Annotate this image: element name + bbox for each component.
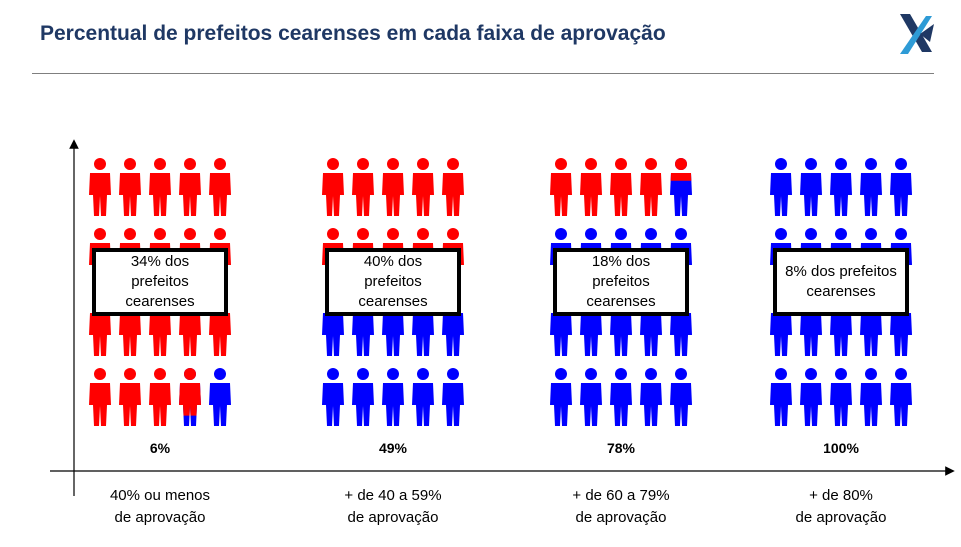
share-label-box: 8% dos prefeitos cearenses xyxy=(773,248,909,316)
person-icon-g1-r0-c1 xyxy=(352,158,374,216)
person-icon-g3-r0-c4 xyxy=(890,158,912,216)
person-icon-g1-r3-c4 xyxy=(442,368,464,426)
approval-range-line2: de aprovação xyxy=(114,509,206,526)
person-icon-g3-r0-c0 xyxy=(770,158,792,216)
person-icon-g2-r0-c3 xyxy=(640,158,662,216)
approval-range-line1: + de 80% xyxy=(809,487,873,504)
person-icon-g2-r0-c1 xyxy=(580,158,602,216)
approval-range-line2: de aprovação xyxy=(347,509,439,526)
approval-range-line2: de aprovação xyxy=(575,509,667,526)
person-icon-g0-r0-c3 xyxy=(179,158,201,216)
person-icon-g0-r3-c4 xyxy=(209,368,231,426)
approval-range-line1: 40% ou menos xyxy=(109,487,211,504)
approval-range-label: + de 60 a 79% de aprovação xyxy=(531,485,711,529)
approval-range-label: + de 80% de aprovação xyxy=(751,485,931,529)
person-icon-g3-r0-c3 xyxy=(860,158,882,216)
person-icon-g2-r3-c0 xyxy=(550,368,572,426)
person-icon-g0-r3-c2 xyxy=(149,368,171,426)
person-icon-g3-r3-c2 xyxy=(830,368,852,426)
person-icon-g0-r0-c0 xyxy=(89,158,111,216)
approval-range-line2: de aprovação xyxy=(795,509,887,526)
person-icon-g0-r3-c3 xyxy=(179,368,201,426)
approval-range-label: 40% ou menos de aprovação xyxy=(70,485,250,529)
approval-percent-label: 49% xyxy=(378,440,408,456)
person-icon-g1-r3-c1 xyxy=(352,368,374,426)
person-icon-g2-r3-c2 xyxy=(610,368,632,426)
person-icon-g3-r3-c4 xyxy=(890,368,912,426)
person-icon-g0-r0-c1 xyxy=(119,158,141,216)
approval-range-line1: + de 60 a 79% xyxy=(572,487,670,504)
person-icon-g1-r3-c2 xyxy=(382,368,404,426)
title-divider xyxy=(32,73,934,74)
person-icon-g2-r3-c3 xyxy=(640,368,662,426)
person-icon-g3-r3-c0 xyxy=(770,368,792,426)
page-title: Percentual de prefeitos cearenses em cad… xyxy=(40,22,666,45)
person-icon-g3-r3-c3 xyxy=(860,368,882,426)
person-icon-g3-r0-c1 xyxy=(800,158,822,216)
person-icon-g0-r3-c1 xyxy=(119,368,141,426)
share-label-box: 40% dos prefeitos cearenses xyxy=(325,248,461,316)
approval-percent-label: 100% xyxy=(823,440,859,456)
person-icon-g0-r0-c2 xyxy=(149,158,171,216)
x-arrow-logo-icon xyxy=(900,14,934,54)
person-icon-g2-r0-c2 xyxy=(610,158,632,216)
person-icon-g1-r0-c4 xyxy=(442,158,464,216)
person-icon-g3-r0-c2 xyxy=(830,158,852,216)
person-icon-g0-r3-c0 xyxy=(89,368,111,426)
share-label-box: 34% dos prefeitos cearenses xyxy=(92,248,228,316)
share-label-box: 18% dos prefeitos cearenses xyxy=(553,248,689,316)
person-icon-g1-r3-c3 xyxy=(412,368,434,426)
approval-range-line1: + de 40 a 59% xyxy=(344,487,442,504)
approval-percent-label: 78% xyxy=(606,440,636,456)
person-icon-g2-r3-c1 xyxy=(580,368,602,426)
approval-range-label: + de 40 a 59% de aprovação xyxy=(303,485,483,529)
approval-percent-label: 6% xyxy=(149,440,171,456)
person-icon-g1-r0-c3 xyxy=(412,158,434,216)
person-icon-g1-r0-c2 xyxy=(382,158,404,216)
person-icon-g0-r0-c4 xyxy=(209,158,231,216)
person-icon-g1-r0-c0 xyxy=(322,158,344,216)
person-icon-g2-r0-c4 xyxy=(670,158,692,216)
person-icon-g3-r3-c1 xyxy=(800,368,822,426)
person-icon-g1-r3-c0 xyxy=(322,368,344,426)
person-icon-g2-r0-c0 xyxy=(550,158,572,216)
person-icon-g2-r3-c4 xyxy=(670,368,692,426)
